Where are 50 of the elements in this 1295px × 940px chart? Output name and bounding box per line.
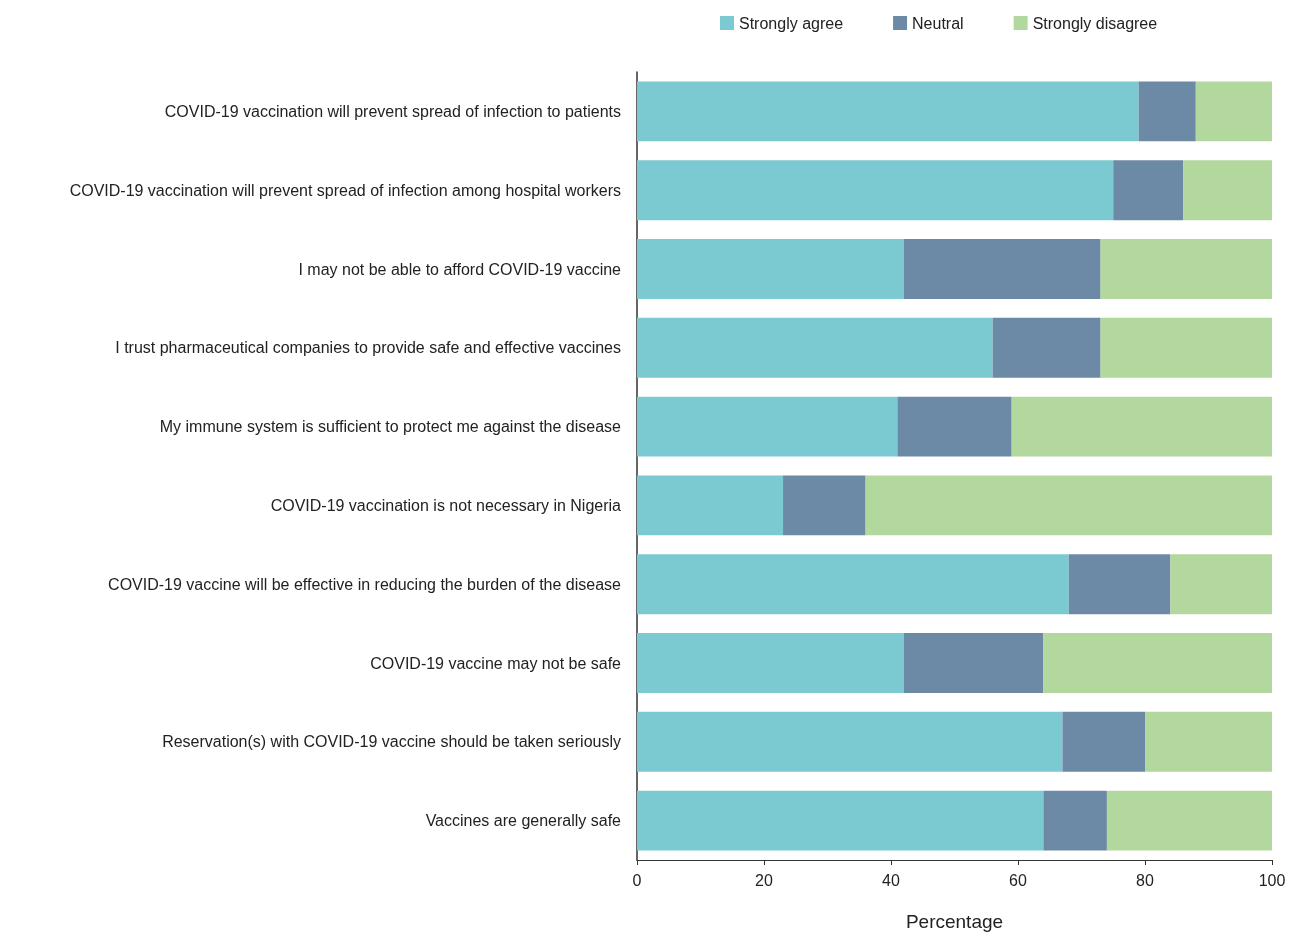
x-tick-label: 60 xyxy=(1009,871,1027,889)
bar xyxy=(637,396,898,457)
y-tick-label: COVID-19 vaccine will be effective in reducing the burden of the disease xyxy=(108,575,622,593)
bar xyxy=(637,475,784,536)
y-tick-label: Vaccines are generally safe xyxy=(425,812,622,830)
bar xyxy=(637,790,1044,851)
y-tick-label: My immune system is sufficient to protect me against the disease xyxy=(159,418,622,436)
bar xyxy=(865,475,1272,536)
bar xyxy=(637,239,904,299)
bar xyxy=(1170,554,1272,615)
x-tick-label: 80 xyxy=(1136,871,1154,889)
x-tick-label: 40 xyxy=(882,871,900,889)
x-tick-label: 20 xyxy=(755,871,773,889)
x-axis-title: Percentage xyxy=(905,911,1004,932)
y-tick-label: Reservation(s) with COVID-19 vaccine should be taken seriously xyxy=(162,733,621,751)
bar xyxy=(1138,81,1196,142)
y-tick-label: I trust pharmaceutical companies to provide safe and effective vaccines xyxy=(115,339,621,357)
y-tick-label: COVID-19 vaccination will prevent spread of infection among hospital workers xyxy=(69,181,621,199)
y-tick-label: COVID-19 vaccination is not necessary in Nigeria xyxy=(270,496,622,514)
bar xyxy=(1106,790,1272,851)
y-tick-label: COVID-19 vaccine may not be safe xyxy=(370,654,622,672)
bar xyxy=(1043,633,1272,693)
bar xyxy=(637,633,904,693)
bar xyxy=(1113,160,1184,221)
x-tick-label: 100 xyxy=(1258,871,1286,889)
bar xyxy=(992,317,1101,378)
bar xyxy=(637,554,1069,615)
bar xyxy=(1183,160,1272,221)
legend-label: Strongly disagree xyxy=(1032,14,1158,32)
bar xyxy=(897,396,1012,457)
bar xyxy=(1145,711,1272,772)
legend-label: Neutral xyxy=(912,14,964,32)
bar xyxy=(903,633,1044,693)
bar xyxy=(783,475,866,536)
bar xyxy=(1068,554,1171,615)
y-tick-label: I may not be able to afford COVID-19 vaccine xyxy=(298,260,622,278)
bar xyxy=(1011,396,1272,457)
bar xyxy=(1195,81,1272,142)
bar xyxy=(637,160,1114,221)
bar xyxy=(1100,317,1272,378)
bar xyxy=(637,711,1063,772)
y-tick-label: COVID-19 vaccination will prevent spread of infection to patients xyxy=(164,102,621,120)
bar xyxy=(1100,239,1272,299)
bar xyxy=(637,317,993,378)
legend-label: Strongly agree xyxy=(739,14,844,32)
bar xyxy=(637,81,1139,142)
bar xyxy=(1043,790,1107,851)
bar xyxy=(1062,711,1145,772)
x-tick-label: 0 xyxy=(632,871,642,889)
bar xyxy=(903,239,1101,299)
